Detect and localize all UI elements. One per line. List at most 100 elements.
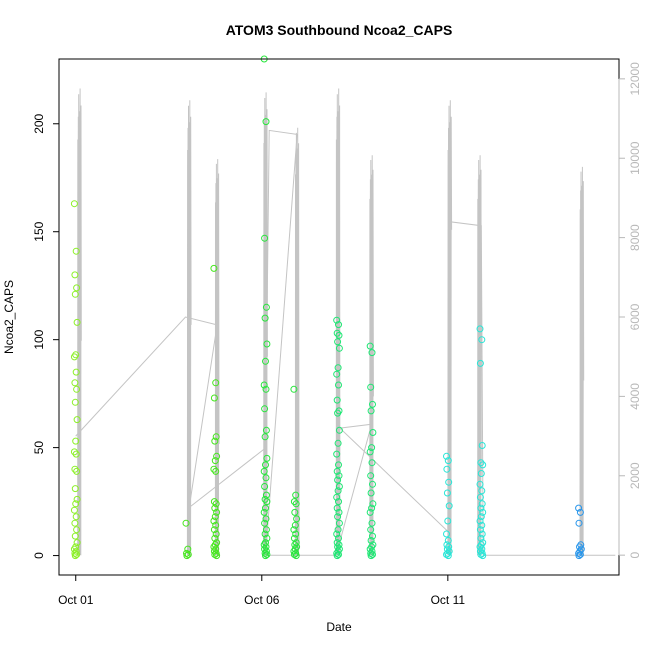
data-point xyxy=(443,465,451,473)
data-point xyxy=(479,461,487,469)
data-point xyxy=(184,551,192,558)
data-point xyxy=(290,385,298,393)
data-point xyxy=(333,493,341,501)
data-point xyxy=(261,234,269,242)
data-point xyxy=(478,487,486,495)
data-point xyxy=(213,552,221,560)
data-point xyxy=(210,547,218,555)
data-point xyxy=(366,448,374,456)
x-tick-label: Oct 11 xyxy=(431,593,466,607)
data-point xyxy=(210,264,218,272)
data-point xyxy=(477,534,485,542)
data-point xyxy=(71,485,79,493)
data-point xyxy=(575,504,583,512)
data-point xyxy=(182,519,190,527)
y2-tick-label: 4000 xyxy=(628,383,642,410)
data-point xyxy=(291,508,299,516)
data-point xyxy=(292,552,300,560)
y2-tick-label: 12000 xyxy=(628,62,642,96)
data-point xyxy=(262,474,270,482)
data-point xyxy=(335,519,343,527)
data-point xyxy=(213,508,221,516)
data-point xyxy=(477,513,485,521)
data-point xyxy=(575,552,583,560)
y2-tick-label: 0 xyxy=(628,551,642,558)
data-point xyxy=(476,325,484,333)
y-axis-label: Ncoa2_CAPS xyxy=(2,280,16,354)
data-point xyxy=(70,200,78,208)
data-point xyxy=(333,539,341,547)
data-point xyxy=(476,517,484,525)
data-point xyxy=(71,519,79,527)
data-point xyxy=(479,552,487,560)
y-axis: 0 50 100 150 200 xyxy=(32,113,60,559)
data-point xyxy=(212,521,220,529)
data-point xyxy=(335,472,343,480)
y2-tick-label: 10000 xyxy=(628,141,642,175)
x-tick-label: Oct 06 xyxy=(244,593,280,607)
data-point xyxy=(263,340,271,348)
data-point xyxy=(292,500,300,508)
y2-tick-label: 2000 xyxy=(628,462,642,489)
data-point xyxy=(335,426,343,434)
data-point xyxy=(212,379,220,387)
data-point xyxy=(211,457,219,465)
data-point xyxy=(477,504,485,512)
data-point xyxy=(335,344,343,352)
data-point xyxy=(211,504,219,512)
y2-axis: 0 2000 4000 6000 8000 10000 12000 xyxy=(618,62,642,558)
points-layer xyxy=(70,55,585,560)
data-point xyxy=(334,526,342,534)
data-point xyxy=(479,508,487,516)
y-tick-label: 150 xyxy=(32,221,46,241)
data-point xyxy=(261,495,269,503)
data-point xyxy=(210,394,218,402)
data-point xyxy=(210,498,218,506)
data-point xyxy=(71,552,79,560)
data-point xyxy=(369,400,376,408)
data-point xyxy=(366,508,374,516)
data-point xyxy=(262,491,270,499)
data-point xyxy=(369,500,377,508)
x-axis-label: Date xyxy=(326,620,352,634)
line-series-burst xyxy=(369,155,374,556)
data-point xyxy=(334,409,342,417)
data-point xyxy=(476,480,484,488)
data-point xyxy=(211,534,219,542)
data-point xyxy=(73,284,81,292)
data-point xyxy=(444,552,452,560)
data-point xyxy=(333,552,341,560)
data-point xyxy=(260,508,268,516)
data-point xyxy=(369,480,376,488)
data-point xyxy=(478,521,486,529)
data-point xyxy=(335,551,342,558)
data-point xyxy=(212,530,220,538)
y-tick-label: 50 xyxy=(32,441,46,455)
data-point xyxy=(478,530,486,538)
data-point xyxy=(476,359,484,367)
data-point xyxy=(334,338,342,346)
data-point xyxy=(183,552,191,560)
data-point xyxy=(71,379,79,387)
data-point xyxy=(334,487,342,495)
data-point xyxy=(368,444,376,452)
data-point xyxy=(445,478,453,486)
data-point xyxy=(367,472,375,480)
data-point xyxy=(333,316,341,324)
data-point xyxy=(70,506,78,514)
data-point xyxy=(260,541,268,549)
data-point xyxy=(261,519,269,527)
line-series-burst xyxy=(447,100,453,556)
data-point xyxy=(211,513,219,521)
data-point xyxy=(72,500,80,508)
y2-tick-label: 6000 xyxy=(628,303,642,330)
data-point xyxy=(476,526,484,534)
data-point xyxy=(333,329,341,337)
data-point xyxy=(262,426,270,434)
y-tick-label: 200 xyxy=(32,113,46,133)
data-point xyxy=(71,290,79,298)
line-series-burst xyxy=(77,88,82,556)
data-point xyxy=(71,465,79,473)
data-point xyxy=(335,508,343,516)
